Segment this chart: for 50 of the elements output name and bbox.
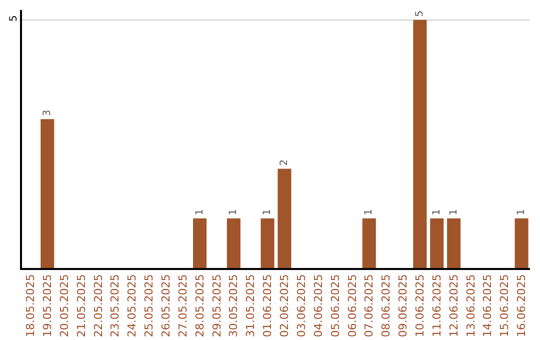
bar [362, 218, 376, 268]
x-tick-label: 21.05.2025 [74, 274, 88, 338]
x-tick-label: 23.05.2025 [108, 274, 122, 338]
x-tick-label: 30.05.2025 [227, 274, 240, 338]
x-tick-label: 02.06.2025 [278, 274, 292, 338]
x-tick-label: 28.05.2025 [193, 274, 206, 338]
x-tick-label: 24.05.2025 [126, 274, 139, 338]
bar [278, 168, 292, 268]
data-label: 1 [431, 209, 442, 216]
data-label: 3 [42, 110, 53, 116]
x-tick-label: 31.05.2025 [244, 274, 258, 338]
x-tick-label: 15.06.2025 [498, 274, 512, 338]
x-tick-label: 05.06.2025 [328, 274, 342, 338]
bar [514, 218, 528, 268]
x-tick-label: 13.06.2025 [464, 274, 478, 338]
x-tick-label: 11.06.2025 [430, 274, 444, 338]
x-tick-label: 04.06.2025 [312, 274, 325, 338]
data-label: 5 [414, 10, 426, 17]
data-label: 1 [448, 209, 460, 216]
data-label: 1 [516, 209, 528, 216]
x-tick-label: 26.05.2025 [160, 274, 173, 338]
x-tick-label: 10.06.2025 [414, 274, 427, 338]
bar [193, 218, 207, 268]
data-label: 1 [364, 209, 375, 216]
data-label: 1 [228, 209, 240, 216]
x-tick-label: 01.06.2025 [261, 274, 274, 338]
x-tick-label: 03.06.2025 [294, 274, 308, 338]
data-label: 1 [262, 209, 274, 216]
x-tick-label: 18.05.2025 [24, 274, 38, 338]
x-tick-label: 07.06.2025 [362, 274, 376, 338]
x-tick-label: 20.05.2025 [58, 274, 71, 338]
bar [226, 218, 240, 268]
x-tick-label: 25.05.2025 [142, 274, 156, 338]
x-tick-label: 09.06.2025 [396, 274, 410, 338]
x-tick-label: 06.06.2025 [346, 274, 359, 338]
data-label: 2 [278, 159, 290, 166]
x-tick-label: 27.05.2025 [176, 274, 190, 338]
bar [447, 218, 461, 268]
bar [413, 20, 427, 268]
x-tick-label: 12.06.2025 [447, 274, 460, 338]
bar [40, 119, 54, 268]
bar [430, 218, 444, 268]
x-tick-label: 08.06.2025 [380, 274, 393, 338]
x-tick-label: 14.06.2025 [481, 274, 494, 338]
bar [260, 218, 274, 268]
x-tick-label: 22.05.2025 [92, 274, 105, 338]
x-tick-label: 19.05.2025 [40, 274, 54, 338]
x-tick-label: 29.05.2025 [210, 274, 224, 338]
data-label: 1 [194, 209, 206, 216]
x-tick-label: 16.06.2025 [515, 274, 528, 338]
